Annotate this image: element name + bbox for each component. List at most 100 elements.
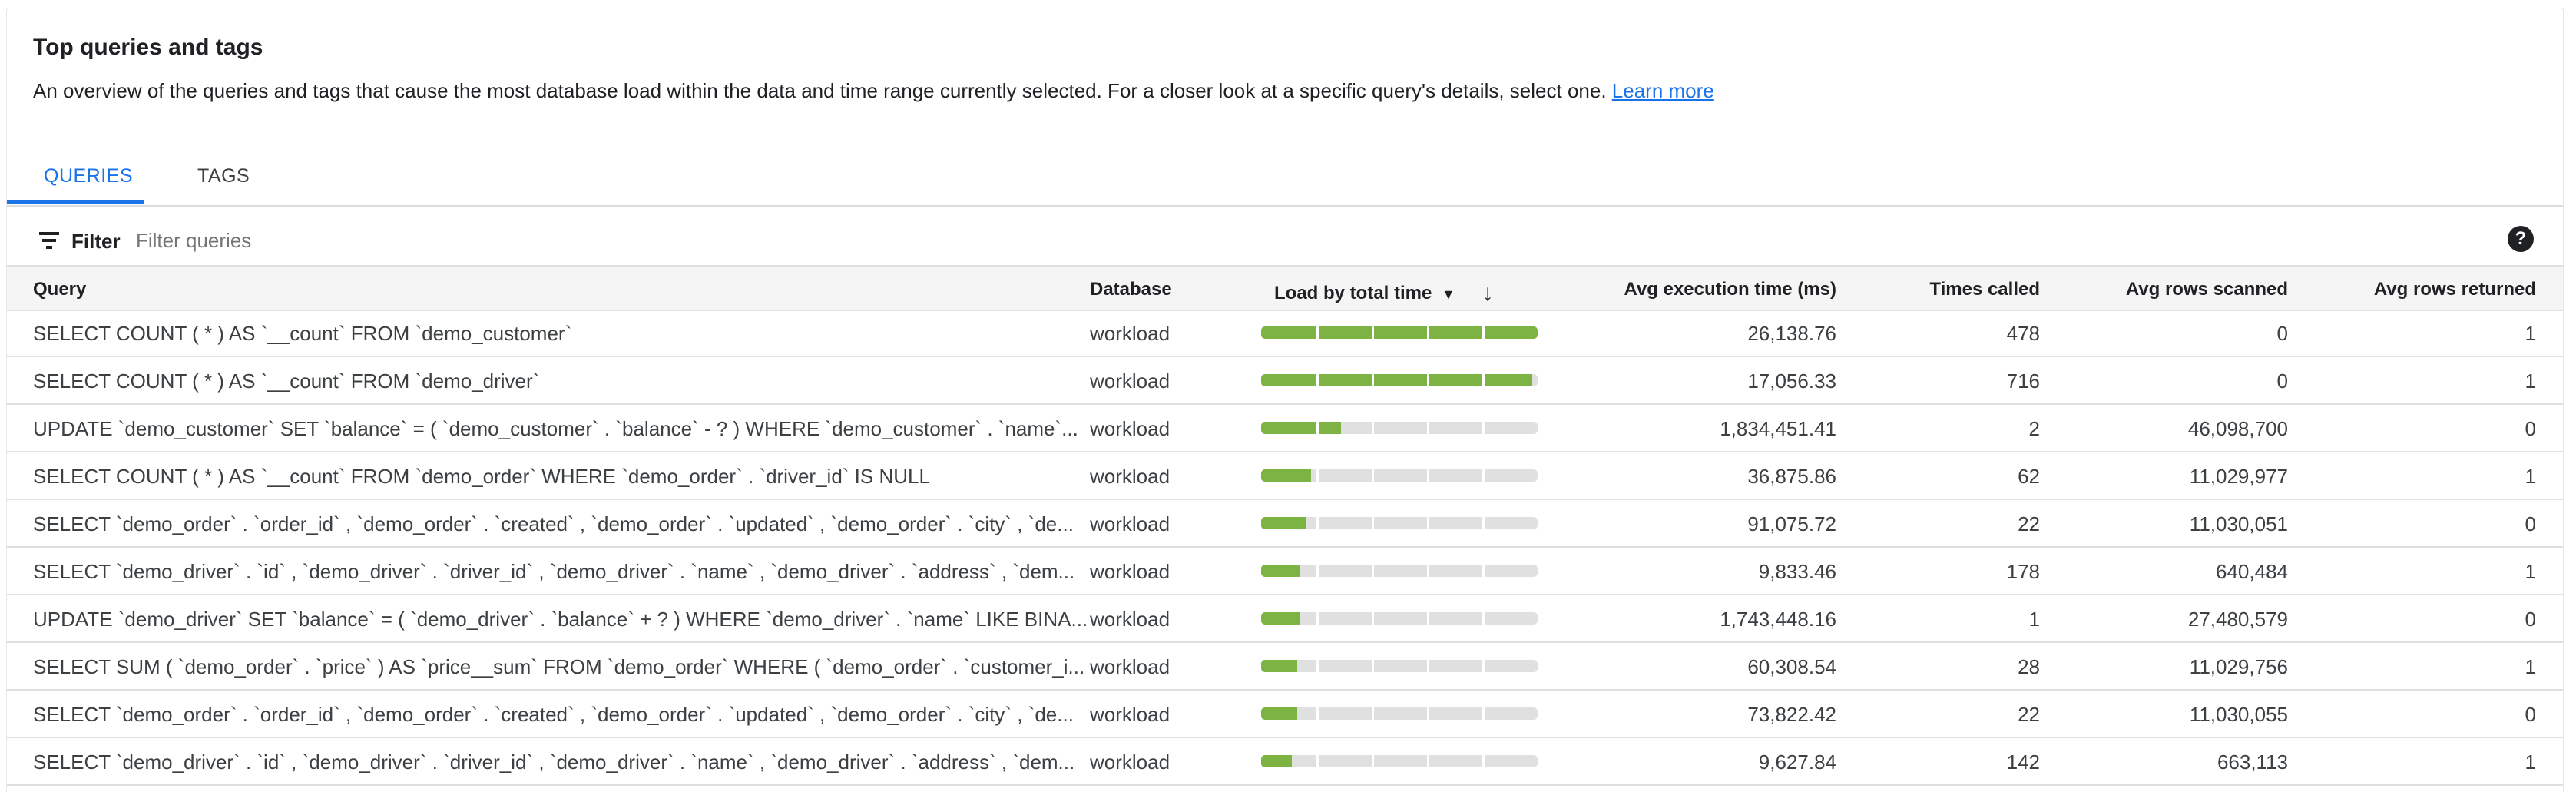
page-title: Top queries and tags (33, 35, 263, 60)
table-row[interactable]: SELECT COUNT ( * ) AS `__count` FROM `de… (7, 357, 2563, 405)
query-text[interactable]: UPDATE `demo_driver` SET `balance` = ( `… (33, 608, 1088, 631)
avg-rows-returned: 0 (2525, 417, 2536, 440)
times-called: 142 (2006, 751, 2040, 774)
database-name: workload (1090, 512, 1170, 535)
query-text[interactable]: SELECT `demo_driver` . `id` , `demo_driv… (33, 560, 1075, 583)
load-bar (1261, 660, 1538, 672)
learn-more-link[interactable]: Learn more (1611, 79, 1714, 102)
column-header-query: Query (33, 279, 87, 300)
avg-exec-time: 60,308.54 (1747, 655, 1836, 678)
load-bar (1261, 565, 1538, 577)
load-bar-fill (1261, 469, 1311, 482)
load-bar (1261, 517, 1538, 529)
load-bar-fill (1261, 707, 1297, 720)
tab-queries[interactable]: QUERIES (44, 165, 134, 187)
avg-exec-time: 26,138.76 (1747, 322, 1836, 345)
load-bar-divider (1372, 612, 1374, 625)
load-bar-divider (1482, 326, 1485, 339)
active-tab-indicator (7, 200, 144, 204)
load-bar (1261, 469, 1538, 482)
sort-descending-icon[interactable]: ↓ (1482, 280, 1494, 306)
load-bar-fill (1261, 612, 1300, 625)
avg-rows-scanned: 0 (2276, 322, 2288, 345)
load-bar-divider (1316, 422, 1319, 434)
avg-rows-scanned: 640,484 (2216, 560, 2288, 583)
avg-rows-returned: 1 (2525, 369, 2536, 393)
load-bar-divider (1316, 612, 1319, 625)
load-bar-divider (1372, 660, 1374, 672)
page-description: An overview of the queries and tags that… (33, 79, 1714, 103)
column-header-times-called[interactable]: Times called (1929, 279, 2040, 300)
avg-rows-returned: 1 (2525, 751, 2536, 774)
query-text[interactable]: SELECT `demo_driver` . `id` , `demo_driv… (33, 751, 1075, 774)
query-text[interactable]: SELECT COUNT ( * ) AS `__count` FROM `de… (33, 322, 572, 345)
load-bar-divider (1482, 565, 1485, 577)
table-row[interactable]: UPDATE `demo_driver` SET `balance` = ( `… (7, 595, 2563, 643)
table-row[interactable]: SELECT `demo_order` . `order_id` , `demo… (7, 500, 2563, 548)
avg-rows-scanned: 0 (2276, 369, 2288, 393)
times-called: 178 (2006, 560, 2040, 583)
avg-exec-time: 1,834,451.41 (1720, 417, 1836, 440)
avg-exec-time: 9,833.46 (1758, 560, 1836, 583)
load-bar-divider (1372, 469, 1374, 482)
table-row[interactable]: UPDATE `demo_customer` SET `balance` = (… (7, 405, 2563, 452)
column-header-avg-exec[interactable]: Avg execution time (ms) (1624, 279, 1836, 300)
table-row[interactable]: SELECT COUNT ( * ) AS `__count` FROM `de… (7, 310, 2563, 357)
load-bar-divider (1372, 517, 1374, 529)
load-bar (1261, 374, 1538, 386)
query-text[interactable]: SELECT SUM ( `demo_order` . `price` ) AS… (33, 655, 1085, 678)
filter-label[interactable]: Filter (71, 230, 121, 253)
times-called: 22 (2018, 703, 2040, 726)
load-bar-fill (1261, 660, 1297, 672)
query-text[interactable]: SELECT COUNT ( * ) AS `__count` FROM `de… (33, 369, 540, 393)
tab-bar: QUERIES TAGS (7, 154, 2563, 207)
load-bar (1261, 326, 1538, 339)
column-header-database: Database (1090, 279, 1172, 300)
load-bar-divider (1427, 374, 1429, 386)
table-body: SELECT COUNT ( * ) AS `__count` FROM `de… (7, 310, 2563, 786)
column-header-load[interactable]: Load by total time ▼ ↓ (1274, 279, 1494, 306)
load-bar-divider (1316, 707, 1319, 720)
load-bar-divider (1316, 517, 1319, 529)
filter-icon[interactable] (39, 232, 59, 249)
top-queries-card: Top queries and tags An overview of the … (6, 8, 2564, 792)
query-text[interactable]: SELECT `demo_order` . `order_id` , `demo… (33, 512, 1074, 535)
database-name: workload (1090, 751, 1170, 774)
query-text[interactable]: SELECT COUNT ( * ) AS `__count` FROM `de… (33, 465, 930, 488)
avg-rows-scanned: 11,030,051 (2189, 512, 2288, 535)
times-called: 22 (2018, 512, 2040, 535)
description-text: An overview of the queries and tags that… (33, 79, 1607, 102)
query-text[interactable]: SELECT `demo_order` . `order_id` , `demo… (33, 703, 1074, 726)
times-called: 28 (2018, 655, 2040, 678)
database-name: workload (1090, 655, 1170, 678)
query-text[interactable]: UPDATE `demo_customer` SET `balance` = (… (33, 417, 1078, 440)
table-row[interactable]: SELECT `demo_driver` . `id` , `demo_driv… (7, 548, 2563, 595)
column-header-rows-returned[interactable]: Avg rows returned (2373, 279, 2536, 300)
times-called: 478 (2006, 322, 2040, 345)
help-icon[interactable]: ? (2508, 226, 2534, 252)
column-header-rows-scanned[interactable]: Avg rows scanned (2125, 279, 2288, 300)
load-bar-divider (1482, 517, 1485, 529)
load-bar-divider (1427, 660, 1429, 672)
table-row[interactable]: SELECT COUNT ( * ) AS `__count` FROM `de… (7, 452, 2563, 500)
database-name: workload (1090, 560, 1170, 583)
load-bar-divider (1427, 517, 1429, 529)
avg-exec-time: 73,822.42 (1747, 703, 1836, 726)
filter-queries-input[interactable] (136, 225, 827, 256)
table-row[interactable]: SELECT `demo_order` . `order_id` , `demo… (7, 691, 2563, 738)
load-bar-divider (1427, 612, 1429, 625)
table-row[interactable]: SELECT `demo_driver` . `id` , `demo_driv… (7, 738, 2563, 786)
load-bar-divider (1372, 565, 1374, 577)
avg-rows-scanned: 27,480,579 (2187, 608, 2288, 631)
load-bar (1261, 707, 1538, 720)
table-row[interactable]: SELECT SUM ( `demo_order` . `price` ) AS… (7, 643, 2563, 691)
tab-tags[interactable]: TAGS (197, 165, 250, 187)
avg-rows-returned: 0 (2525, 512, 2536, 535)
times-called: 716 (2006, 369, 2040, 393)
avg-rows-scanned: 11,030,055 (2189, 703, 2288, 726)
load-bar-divider (1316, 469, 1319, 482)
load-bar-divider (1482, 660, 1485, 672)
dropdown-caret-icon[interactable]: ▼ (1442, 287, 1455, 302)
database-name: workload (1090, 703, 1170, 726)
load-bar-fill (1261, 326, 1538, 339)
